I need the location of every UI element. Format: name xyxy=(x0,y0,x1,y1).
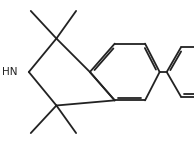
Text: HN: HN xyxy=(2,67,18,77)
